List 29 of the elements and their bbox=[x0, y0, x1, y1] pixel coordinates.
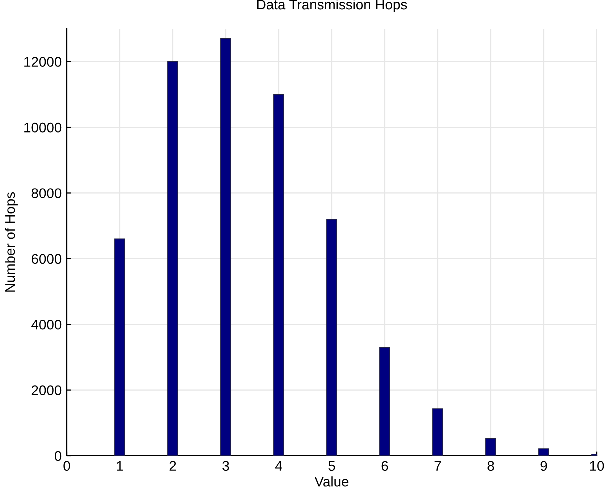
x-tick-label: 10 bbox=[590, 461, 604, 472]
x-tick-label: 8 bbox=[488, 461, 494, 472]
y-tick-label: 8000 bbox=[32, 188, 62, 198]
x-axis-title: Value bbox=[314, 476, 349, 487]
bar bbox=[326, 219, 338, 456]
x-tick-label: 3 bbox=[222, 461, 230, 472]
bar bbox=[220, 38, 232, 456]
bar bbox=[538, 448, 550, 456]
x-tick-label: 6 bbox=[382, 461, 388, 472]
bar bbox=[432, 408, 444, 456]
x-tick-label: 7 bbox=[434, 461, 442, 471]
y-tick-label: 12000 bbox=[24, 57, 62, 68]
x-tick-label: 5 bbox=[328, 461, 336, 472]
y-tick-label: 10000 bbox=[24, 122, 62, 133]
x-tick-label: 9 bbox=[540, 461, 548, 472]
bar bbox=[380, 347, 390, 456]
x-tick-label: 2 bbox=[170, 461, 176, 471]
y-tick-label: 4000 bbox=[32, 320, 62, 330]
x-tick-label: 0 bbox=[64, 461, 70, 472]
y-axis-title: Number of Hops bbox=[5, 192, 18, 292]
bar bbox=[168, 61, 178, 456]
y-tick-label: 6000 bbox=[32, 254, 62, 264]
bar bbox=[486, 438, 496, 456]
x-tick-label: 1 bbox=[117, 461, 124, 471]
bar bbox=[274, 94, 284, 456]
y-tick-label: 0 bbox=[54, 451, 62, 462]
x-tick-label: 4 bbox=[275, 461, 282, 471]
y-tick-label: 2000 bbox=[32, 386, 62, 396]
bar bbox=[114, 238, 126, 456]
